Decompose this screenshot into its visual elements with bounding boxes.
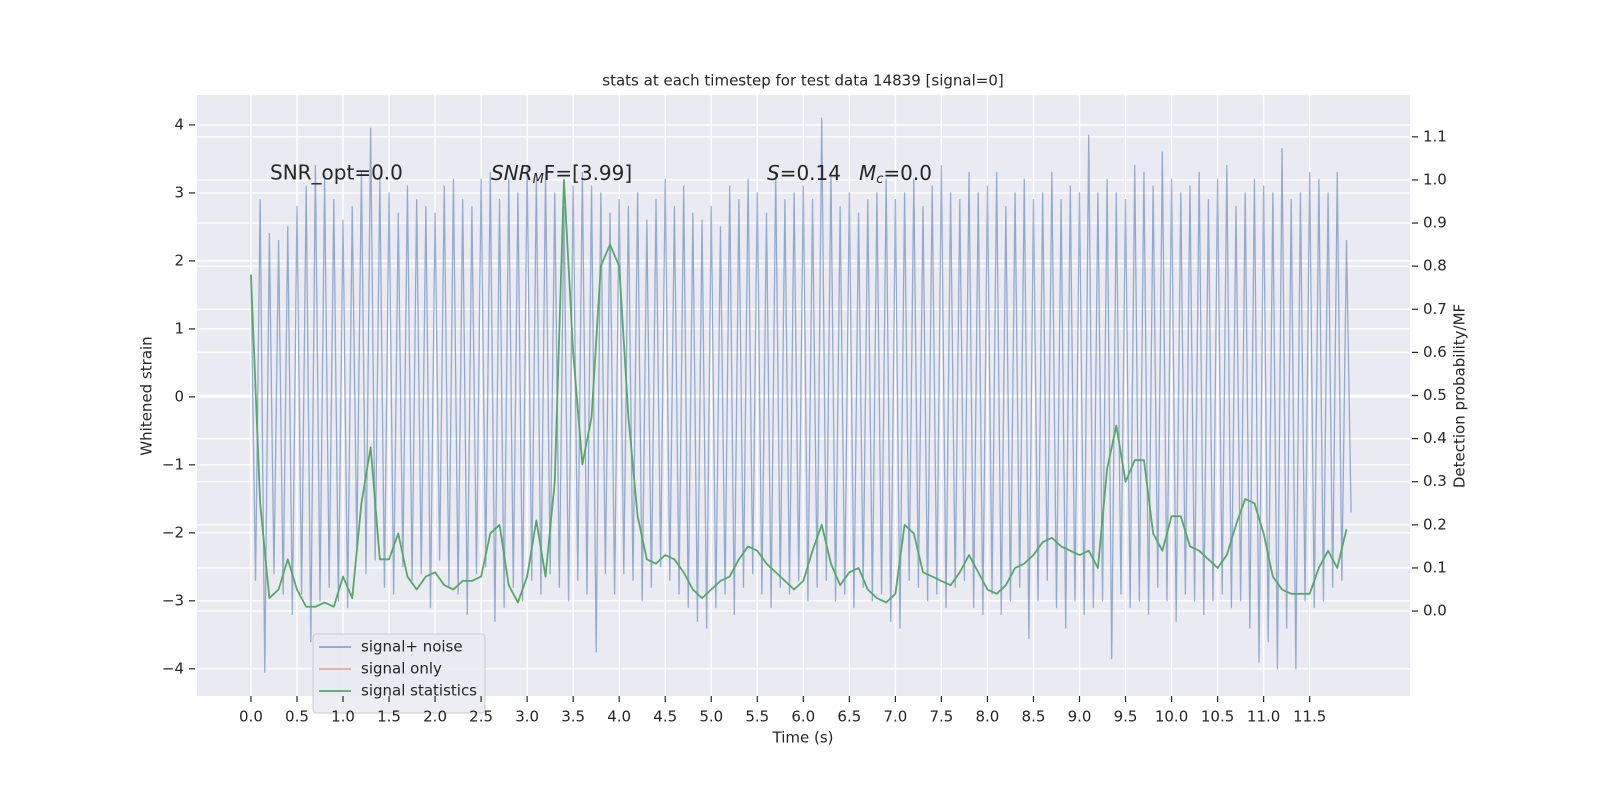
y2-tick-label: 0.4 [1423,429,1447,447]
legend-label: signal statistics [361,682,477,700]
y2-tick-label: 0.5 [1423,386,1447,404]
series-line [250,179,1348,608]
legend-label: signal+ noise [361,638,463,656]
x-tick-label: 2.0 [423,708,447,726]
x-tick-label: 5.0 [699,708,723,726]
x-tick-label: 3.5 [561,708,585,726]
legend: signal+ noise signal only signal statistic… [312,633,486,714]
y-tick-label: 4 [174,115,184,133]
y-tick-label: −4 [162,659,184,677]
annotation-part: =0.14 [780,161,841,185]
x-tick-label: 7.0 [883,708,907,726]
y2-tick-label: 0.2 [1423,515,1447,533]
x-tick-label: 3.0 [515,708,539,726]
y2-tick-label: 0.8 [1423,257,1447,275]
annotation: SNR_opt=0.0 [270,161,403,185]
x-tick-label: 0.5 [285,708,309,726]
y2-tick-label: 1.1 [1423,127,1447,145]
annotation-part: c [876,172,883,187]
annotation-part: S [767,161,780,185]
y2-tick-label: 0.7 [1423,300,1447,318]
x-tick-label: 2.5 [469,708,493,726]
chart-title: stats at each timestep for test data 148… [602,72,1003,90]
x-tick-label: 4.0 [607,708,631,726]
x-tick-label: 11.5 [1293,708,1326,726]
legend-label: signal only [361,660,442,678]
y2-axis-label: Detection probability/MF [1451,304,1469,488]
y2-tick-label: 0.9 [1423,214,1447,232]
x-tick-label: 10.0 [1155,708,1188,726]
y2-tick-label: 1.0 [1423,170,1447,188]
y2-tick-label: 0.0 [1423,602,1447,620]
y2-tick-label: 0.3 [1423,472,1447,490]
annotation-part: F=[3.99] [544,161,632,185]
annotation: S=0.14 [767,161,841,185]
x-tick-label: 8.0 [976,708,1000,726]
x-tick-label: 1.0 [331,708,355,726]
annotation-part: M [859,161,876,185]
legend-box [312,633,486,714]
x-tick-label: 5.5 [745,708,769,726]
y-tick-label: −1 [162,455,184,473]
x-tick-label: 6.5 [837,708,861,726]
x-tick-label: 10.5 [1201,708,1234,726]
marks [250,117,1352,673]
y2-tick-label: 0.1 [1423,558,1447,576]
annotation: Mc=0.0 [859,161,932,187]
x-tick-label: 8.5 [1022,708,1046,726]
x-tick-label: 9.5 [1114,708,1138,726]
y2-tick-label: 0.6 [1423,343,1447,361]
x-tick-label: 1.5 [377,708,401,726]
x-tick-label: 6.0 [791,708,815,726]
y-tick-label: 2 [174,251,184,269]
y-axis-label: Whitened strain [138,336,156,455]
y-tick-label: −2 [162,523,184,541]
annotation-part: M [533,172,544,187]
annotation: SNRMF=[3.99] [491,161,632,187]
y-tick-label: 3 [174,183,184,201]
annotation-part: =0.0 [883,161,932,185]
y-tick-label: −3 [162,591,184,609]
x-tick-label: 0.0 [239,708,263,726]
x-tick-label: 11.0 [1247,708,1280,726]
x-axis-label: Time (s) [772,729,834,747]
x-tick-label: 4.5 [653,708,677,726]
y-tick-label: 1 [174,319,184,337]
y-tick-label: 0 [174,387,184,405]
x-tick-label: 7.5 [929,708,953,726]
x-tick-label: 9.0 [1068,708,1092,726]
annotation-part: SNR [491,161,533,185]
